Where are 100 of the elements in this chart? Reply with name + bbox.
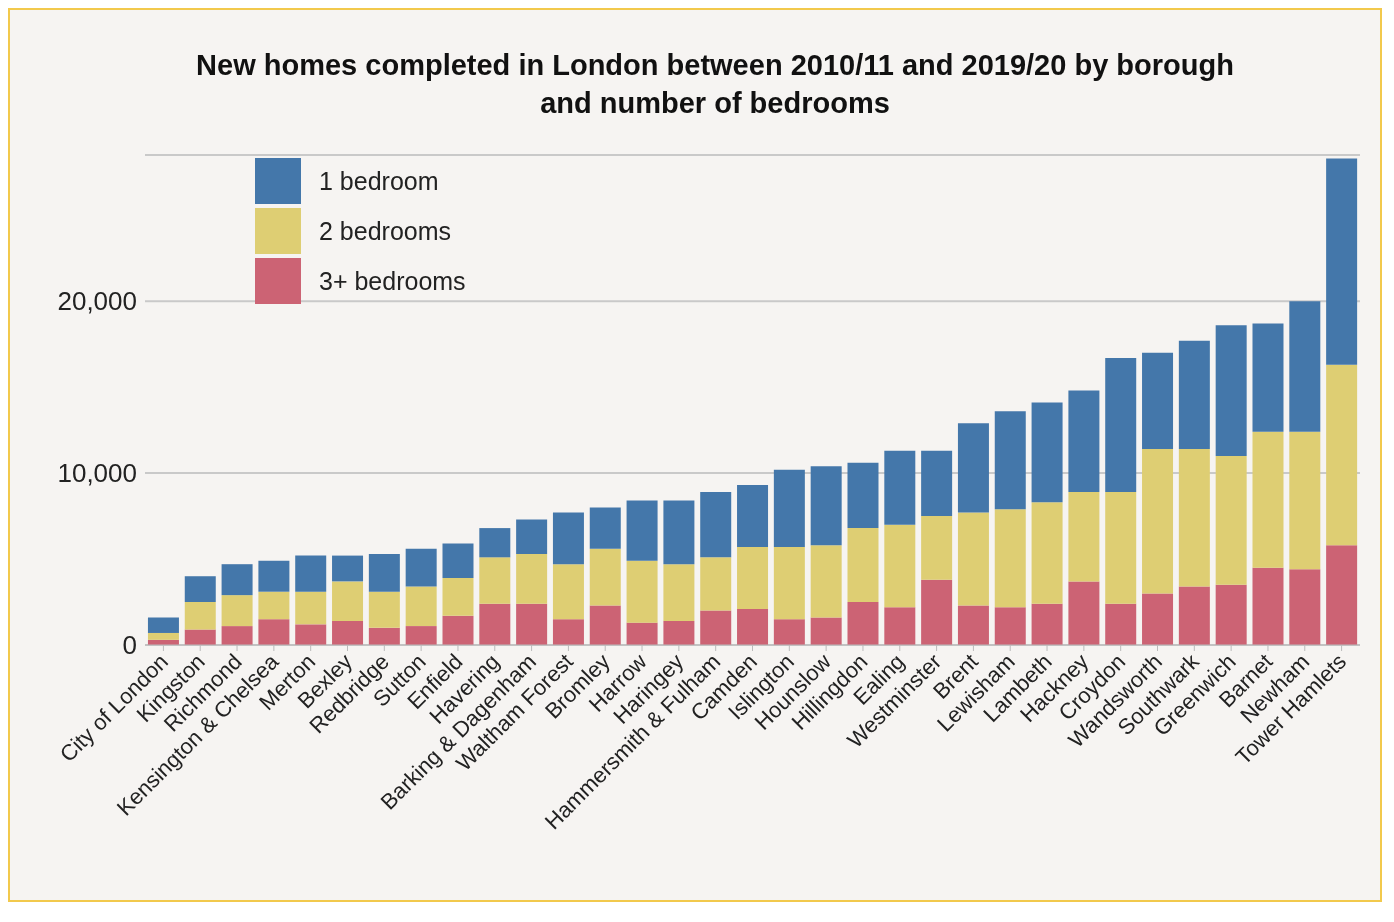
- y-tick-label: 10,000: [57, 458, 137, 489]
- bar: [221, 595, 253, 627]
- bar: [552, 512, 584, 565]
- bar: [1252, 323, 1284, 432]
- bar: [773, 469, 805, 547]
- bar: [737, 547, 769, 609]
- bar: [479, 528, 511, 558]
- bar: [994, 607, 1026, 645]
- bar: [295, 624, 327, 645]
- bar: [1105, 491, 1137, 604]
- bar: [1215, 455, 1247, 585]
- bar: [258, 591, 290, 620]
- bar: [442, 543, 474, 578]
- bar: [847, 602, 879, 645]
- bar: [1178, 449, 1210, 587]
- bar: [1178, 340, 1210, 449]
- bar: [589, 605, 621, 645]
- bar: [1326, 158, 1358, 365]
- bar: [1142, 352, 1174, 449]
- bar: [1326, 364, 1358, 546]
- bar: [773, 547, 805, 620]
- bar: [295, 591, 327, 625]
- bar: [810, 466, 842, 546]
- bar: [737, 608, 769, 645]
- bar: [405, 626, 437, 645]
- bar: [957, 605, 989, 645]
- bar: [663, 564, 695, 621]
- bar: [810, 545, 842, 618]
- chart-title: New homes completed in London between 2010/11 and 2019/20 by borough and number of bedrooms: [195, 48, 1235, 121]
- bar: [368, 553, 400, 592]
- bar: [847, 528, 879, 603]
- bar: [1215, 325, 1247, 456]
- bar: [700, 557, 732, 611]
- bar: [1031, 402, 1063, 503]
- bar: [921, 516, 953, 580]
- bar: [994, 411, 1026, 510]
- y-tick-label: 20,000: [57, 286, 137, 317]
- bar: [626, 622, 658, 645]
- bar: [552, 564, 584, 620]
- bar: [258, 560, 290, 592]
- bar: [258, 619, 290, 645]
- bar: [589, 548, 621, 606]
- bar: [884, 450, 916, 525]
- bar: [405, 548, 437, 587]
- bar: [1142, 593, 1174, 645]
- bar: [332, 620, 364, 645]
- bar: [1105, 603, 1137, 645]
- bar: [479, 557, 511, 604]
- bar: [516, 519, 548, 554]
- bar: [626, 560, 658, 623]
- bar: [184, 576, 216, 603]
- bar: [1289, 301, 1321, 432]
- bar: [921, 579, 953, 645]
- bar: [1105, 357, 1137, 492]
- bar: [957, 512, 989, 606]
- bar: [552, 619, 584, 645]
- bar: [994, 509, 1026, 608]
- bar: [479, 603, 511, 645]
- bar: [147, 617, 179, 633]
- bar: [368, 591, 400, 628]
- bar: [663, 500, 695, 565]
- bar: [368, 627, 400, 645]
- bar: [847, 462, 879, 529]
- bar: [295, 555, 327, 592]
- bar: [884, 607, 916, 645]
- bar: [332, 555, 364, 582]
- bar: [1031, 603, 1063, 645]
- bar: [589, 507, 621, 549]
- bar: [921, 450, 953, 517]
- bar: [332, 581, 364, 621]
- bar: [1178, 586, 1210, 645]
- legend-label: 2 bedrooms: [319, 216, 452, 246]
- bar: [442, 615, 474, 645]
- bar: [884, 524, 916, 608]
- bar: [516, 553, 548, 604]
- bar: [221, 626, 253, 645]
- bar: [700, 491, 732, 558]
- bar: [1215, 584, 1247, 645]
- bar: [516, 603, 548, 645]
- bar: [405, 586, 437, 627]
- bar: [442, 577, 474, 616]
- bar: [663, 620, 695, 645]
- bar: [773, 619, 805, 645]
- bar: [1068, 581, 1100, 645]
- bar: [1252, 431, 1284, 568]
- bar: [1031, 502, 1063, 604]
- bar: [1068, 491, 1100, 582]
- bar: [626, 500, 658, 561]
- bar: [737, 485, 769, 547]
- bar: [1289, 569, 1321, 645]
- bar: [221, 564, 253, 596]
- bar: [1252, 567, 1284, 645]
- bar: [1142, 449, 1174, 594]
- legend-label: 1 bedroom: [319, 166, 439, 196]
- bar: [1326, 545, 1358, 645]
- bar: [184, 602, 216, 630]
- bar: [184, 629, 216, 645]
- legend-label: 3+ bedrooms: [319, 266, 466, 296]
- bar: [810, 617, 842, 645]
- bar: [957, 423, 989, 513]
